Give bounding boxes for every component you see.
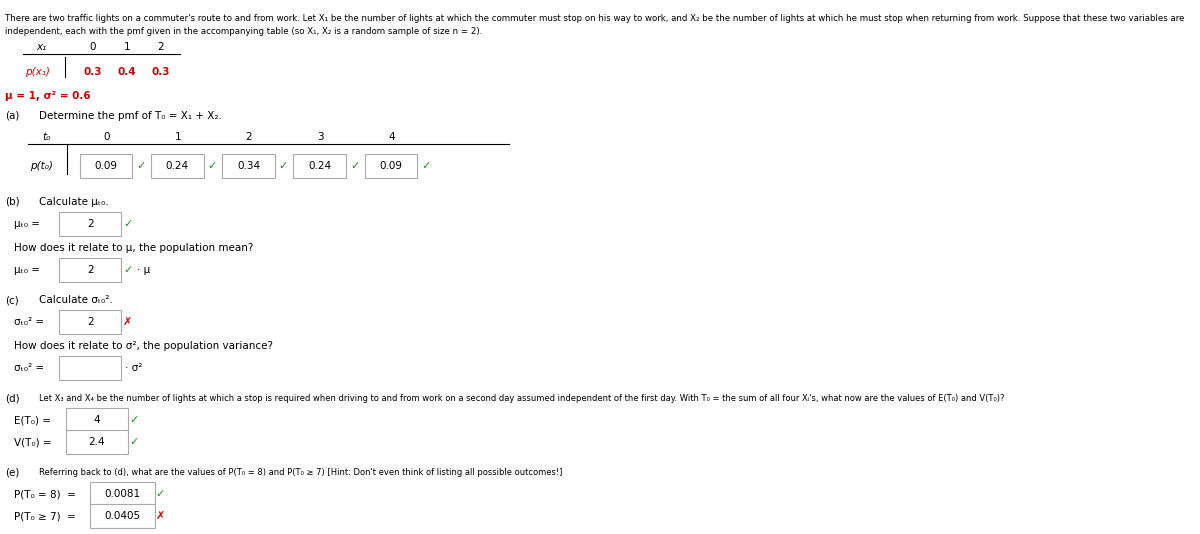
- Text: ✓: ✓: [130, 415, 139, 425]
- Text: Let X₃ and X₄ be the number of lights at which a stop is required when driving t: Let X₃ and X₄ be the number of lights at…: [38, 394, 1004, 403]
- Text: 2: 2: [86, 317, 94, 327]
- Text: ✗: ✗: [124, 317, 132, 327]
- Text: 4: 4: [389, 132, 395, 142]
- Text: (c): (c): [5, 295, 18, 305]
- Text: p(t₀): p(t₀): [30, 161, 53, 171]
- Text: μₜ₀ =: μₜ₀ =: [14, 219, 40, 229]
- FancyBboxPatch shape: [151, 154, 204, 178]
- Text: (b): (b): [5, 197, 19, 207]
- Text: (e): (e): [5, 467, 19, 477]
- Text: 2: 2: [86, 265, 94, 275]
- Text: ✓: ✓: [278, 161, 288, 171]
- Text: 1: 1: [174, 132, 181, 142]
- Text: 0.4: 0.4: [118, 67, 136, 77]
- Text: ✓: ✓: [124, 219, 132, 229]
- Text: 0.09: 0.09: [95, 161, 118, 171]
- Text: ✓: ✓: [136, 161, 145, 171]
- Text: ✓: ✓: [130, 437, 139, 447]
- Text: μ = 1, σ² = 0.6: μ = 1, σ² = 0.6: [5, 91, 90, 101]
- Text: 0.34: 0.34: [236, 161, 260, 171]
- Text: 0.0081: 0.0081: [104, 489, 140, 499]
- Text: ✓: ✓: [421, 161, 431, 171]
- Text: ✓: ✓: [124, 265, 132, 275]
- Text: 0.09: 0.09: [379, 161, 402, 171]
- FancyBboxPatch shape: [66, 408, 127, 432]
- Text: 0.24: 0.24: [166, 161, 188, 171]
- Text: 0: 0: [89, 42, 96, 52]
- Text: 0: 0: [103, 132, 109, 142]
- Text: · σ²: · σ²: [125, 363, 143, 373]
- FancyBboxPatch shape: [59, 258, 121, 282]
- Text: 0.0405: 0.0405: [104, 511, 140, 521]
- Text: Calculate σₜ₀².: Calculate σₜ₀².: [38, 295, 113, 305]
- Text: (a): (a): [5, 111, 19, 121]
- Text: 0.3: 0.3: [152, 67, 170, 77]
- Text: P(T₀ ≥ 7)  =: P(T₀ ≥ 7) =: [14, 511, 76, 521]
- Text: 4: 4: [94, 415, 100, 425]
- Text: Referring back to (d), what are the values of P(T₀ = 8) and P(T₀ ≥ 7) [Hint: Don: Referring back to (d), what are the valu…: [38, 467, 563, 476]
- FancyBboxPatch shape: [59, 212, 121, 236]
- Text: How does it relate to μ, the population mean?: How does it relate to μ, the population …: [14, 243, 253, 253]
- Text: 1: 1: [124, 42, 130, 52]
- Text: μₜ₀ =: μₜ₀ =: [14, 265, 40, 275]
- FancyBboxPatch shape: [59, 356, 121, 380]
- Text: t₀: t₀: [42, 132, 50, 142]
- Text: Determine the pmf of T₀ = X₁ + X₂.: Determine the pmf of T₀ = X₁ + X₂.: [38, 111, 222, 121]
- Text: x₁: x₁: [36, 42, 47, 52]
- FancyBboxPatch shape: [294, 154, 346, 178]
- Text: independent, each with the pmf given in the accompanying table (so X₁, X₂ is a r: independent, each with the pmf given in …: [5, 27, 482, 36]
- Text: Calculate μₜ₀.: Calculate μₜ₀.: [38, 197, 108, 207]
- Text: ✓: ✓: [208, 161, 217, 171]
- Text: How does it relate to σ², the population variance?: How does it relate to σ², the population…: [14, 341, 272, 351]
- Text: P(T₀ = 8)  =: P(T₀ = 8) =: [14, 489, 76, 499]
- Text: 2.4: 2.4: [89, 437, 106, 447]
- Text: 0.24: 0.24: [308, 161, 331, 171]
- Text: There are two traffic lights on a commuter's route to and from work. Let X₁ be t: There are two traffic lights on a commut…: [5, 14, 1184, 23]
- FancyBboxPatch shape: [59, 310, 121, 334]
- Text: σₜ₀² =: σₜ₀² =: [14, 363, 44, 373]
- Text: E(T₀) =: E(T₀) =: [14, 415, 50, 425]
- Text: 2: 2: [86, 219, 94, 229]
- FancyBboxPatch shape: [90, 482, 155, 506]
- FancyBboxPatch shape: [90, 504, 155, 528]
- FancyBboxPatch shape: [79, 154, 132, 178]
- Text: (d): (d): [5, 393, 19, 403]
- Text: 2: 2: [246, 132, 252, 142]
- Text: 3: 3: [317, 132, 324, 142]
- FancyBboxPatch shape: [222, 154, 275, 178]
- Text: ✓: ✓: [350, 161, 359, 171]
- Text: 0.3: 0.3: [83, 67, 102, 77]
- Text: p(x₁): p(x₁): [24, 67, 49, 77]
- Text: σₜ₀² =: σₜ₀² =: [14, 317, 44, 327]
- Text: · μ: · μ: [137, 265, 150, 275]
- FancyBboxPatch shape: [66, 430, 127, 454]
- Text: ✓: ✓: [156, 489, 164, 499]
- Text: ✗: ✗: [156, 511, 164, 521]
- Text: 2: 2: [157, 42, 164, 52]
- Text: V(T₀) =: V(T₀) =: [14, 437, 52, 447]
- FancyBboxPatch shape: [365, 154, 418, 178]
